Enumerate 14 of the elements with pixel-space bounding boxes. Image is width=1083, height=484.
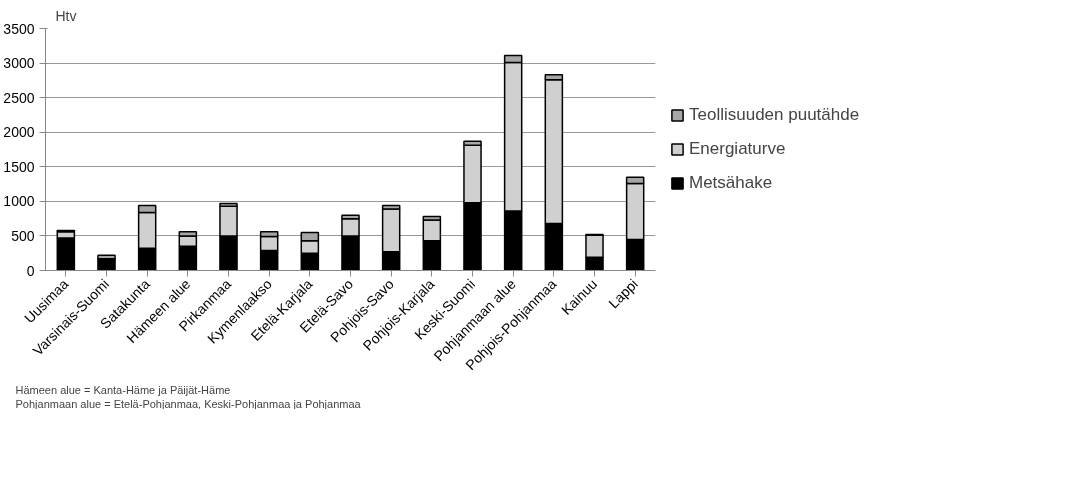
text: Hämeen alue = Kanta-Häme ja Päijät-Häme: [15, 383, 231, 396]
legend-label: Energiaturve: [689, 139, 786, 159]
legend-label: Teollisuuden puutähde: [689, 105, 860, 125]
y-tick-label: 3500: [3, 20, 35, 37]
y-tick-label: 500: [11, 227, 35, 244]
y-tick-label: 0: [26, 262, 35, 279]
y-tick-label: 2500: [3, 89, 35, 106]
y-tick-label: 2000: [3, 124, 35, 141]
y-tick-label: 3000: [3, 55, 35, 72]
y-tick-label: 1000: [3, 193, 35, 210]
y-tick-label: 1500: [3, 158, 35, 175]
y-axis-title: Htv: [55, 7, 77, 24]
text: Pohjanmaan alue = Etelä-Pohjanmaa, Keski-Pohjanmaa ja Pohjanmaa: [15, 397, 362, 410]
legend-label: Metsähake: [689, 173, 773, 193]
